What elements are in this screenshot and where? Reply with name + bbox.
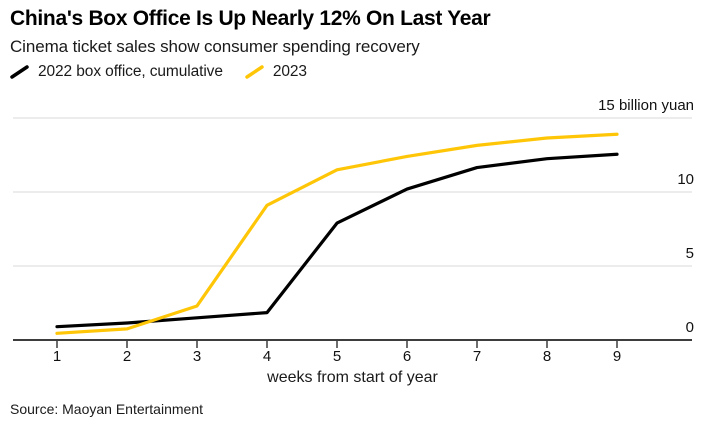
legend-slash-icon-2022 bbox=[10, 64, 30, 80]
legend-label-2022: 2022 box office, cumulative bbox=[38, 63, 223, 80]
legend-slash-icon-2023 bbox=[245, 64, 265, 80]
gridlines bbox=[13, 117, 692, 267]
y-tick-label-10: 10 bbox=[677, 171, 694, 188]
x-tick-label-6: 6 bbox=[402, 348, 412, 365]
page-title: China's Box Office Is Up Nearly 12% On L… bbox=[10, 7, 491, 30]
y-tick-label-15: 15 billion yuan bbox=[598, 97, 694, 114]
series-lines bbox=[55, 132, 619, 335]
x-tick-label-9: 9 bbox=[612, 348, 622, 365]
x-tick-label-8: 8 bbox=[542, 348, 552, 365]
y-tick-label-5: 5 bbox=[685, 245, 694, 262]
x-axis bbox=[13, 339, 692, 348]
x-tick-label-1: 1 bbox=[52, 348, 62, 365]
x-tick-label-4: 4 bbox=[262, 348, 272, 365]
series-line-2022-box-office-cumulative bbox=[55, 152, 619, 329]
x-tick-label-2: 2 bbox=[122, 348, 132, 365]
x-tick-label-5: 5 bbox=[332, 348, 342, 365]
chart-legend: 2022 box office, cumulative 2023 bbox=[10, 63, 307, 81]
x-axis-title: weeks from start of year bbox=[267, 369, 438, 386]
legend-label-2023: 2023 bbox=[272, 63, 307, 80]
series-line-2023 bbox=[55, 132, 619, 335]
x-tick-label-3: 3 bbox=[192, 348, 202, 365]
y-tick-label-0: 0 bbox=[685, 319, 694, 336]
chart-subtitle: Cinema ticket sales show consumer spendi… bbox=[10, 37, 420, 56]
source-note: Source: Maoyan Entertainment bbox=[10, 401, 203, 417]
x-tick-label-7: 7 bbox=[472, 348, 482, 365]
